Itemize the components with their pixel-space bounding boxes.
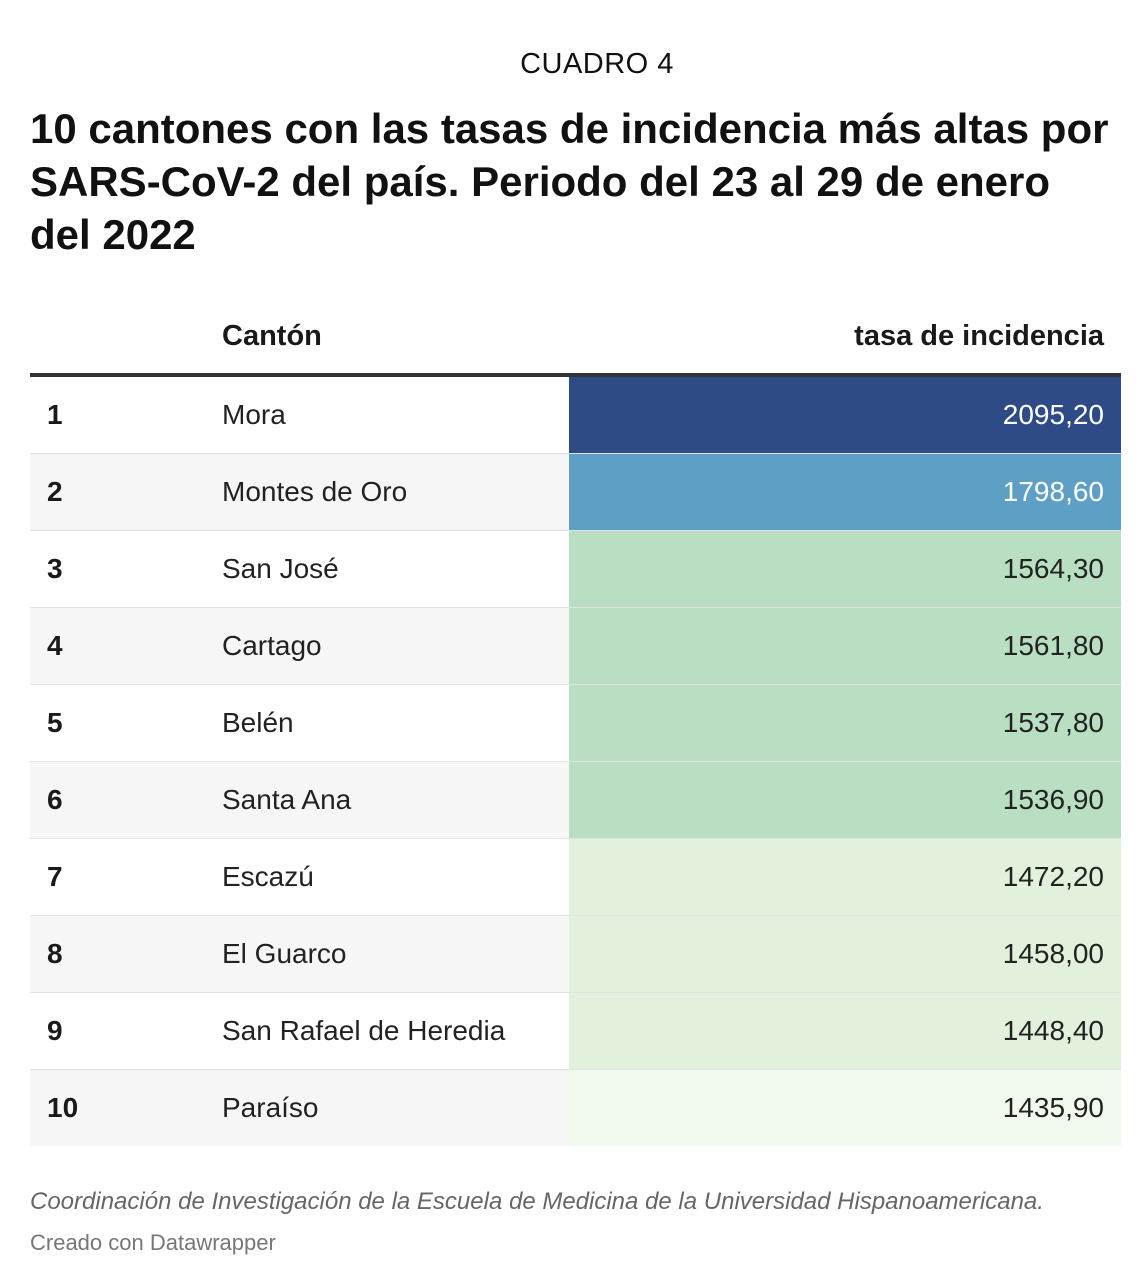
row-tasa-cell: 1536,90 [569,761,1121,839]
row-tasa-cell: 1458,00 [569,915,1121,993]
table-row: 2 Montes de Oro 1798,60 [30,453,1121,531]
row-tasa-cell: 1564,30 [569,530,1121,608]
table-row: 1 Mora 2095,20 [30,375,1121,454]
row-rank: 6 [30,761,222,839]
table-row: 9 San Rafael de Heredia 1448,40 [30,992,1121,1070]
table-row: 8 El Guarco 1458,00 [30,915,1121,993]
row-canton: Mora [222,375,569,454]
row-canton: Paraíso [222,1069,569,1146]
row-rank: 4 [30,607,222,685]
table-row: 7 Escazú 1472,20 [30,838,1121,916]
source-note: Coordinación de Investigación de la Escu… [30,1188,1044,1215]
row-rank: 8 [30,915,222,993]
table-row: 5 Belén 1537,80 [30,684,1121,762]
credit-link[interactable]: Creado con Datawrapper [30,1230,276,1255]
row-rank: 9 [30,992,222,1070]
row-tasa-cell: 1798,60 [569,453,1121,531]
row-tasa-cell: 1561,80 [569,607,1121,685]
table-row: 10 Paraíso 1435,90 [30,1069,1121,1146]
incidence-table: Cantón tasa de incidencia 1 Mora 2095,20 2 M… [30,300,1121,1146]
table-body: 1 Mora 2095,20 2 Montes de Oro 1798,60 3 San Jo… [30,375,1121,1146]
row-tasa-cell: 1435,90 [569,1069,1121,1146]
header-canton: Cantón [222,300,569,377]
row-rank: 2 [30,453,222,531]
row-canton: Cartago [222,607,569,685]
row-rank: 7 [30,838,222,916]
row-canton: San José [222,530,569,608]
row-canton: Montes de Oro [222,453,569,531]
row-canton: San Rafael de Heredia [222,992,569,1070]
row-rank: 10 [30,1069,222,1146]
chart-title: 10 cantones con las tasas de incidencia … [30,105,1109,258]
row-tasa-cell: 1472,20 [569,838,1121,916]
row-tasa-cell: 1448,40 [569,992,1121,1070]
table-header-row: Cantón tasa de incidencia [30,300,1121,377]
row-canton: Escazú [222,838,569,916]
row-canton: Santa Ana [222,761,569,839]
table-row: 4 Cartago 1561,80 [30,607,1121,685]
row-canton: Belén [222,684,569,762]
header-tasa: tasa de incidencia [569,300,1121,377]
row-rank: 1 [30,375,222,454]
row-rank: 5 [30,684,222,762]
row-tasa-cell: 1537,80 [569,684,1121,762]
header-rank [30,300,222,377]
table-row: 6 Santa Ana 1536,90 [30,761,1121,839]
row-rank: 3 [30,530,222,608]
table-row: 3 San José 1564,30 [30,530,1121,608]
row-canton: El Guarco [222,915,569,993]
chart-kicker: CUADRO 4 [520,48,674,80]
row-tasa-cell: 2095,20 [569,375,1121,454]
